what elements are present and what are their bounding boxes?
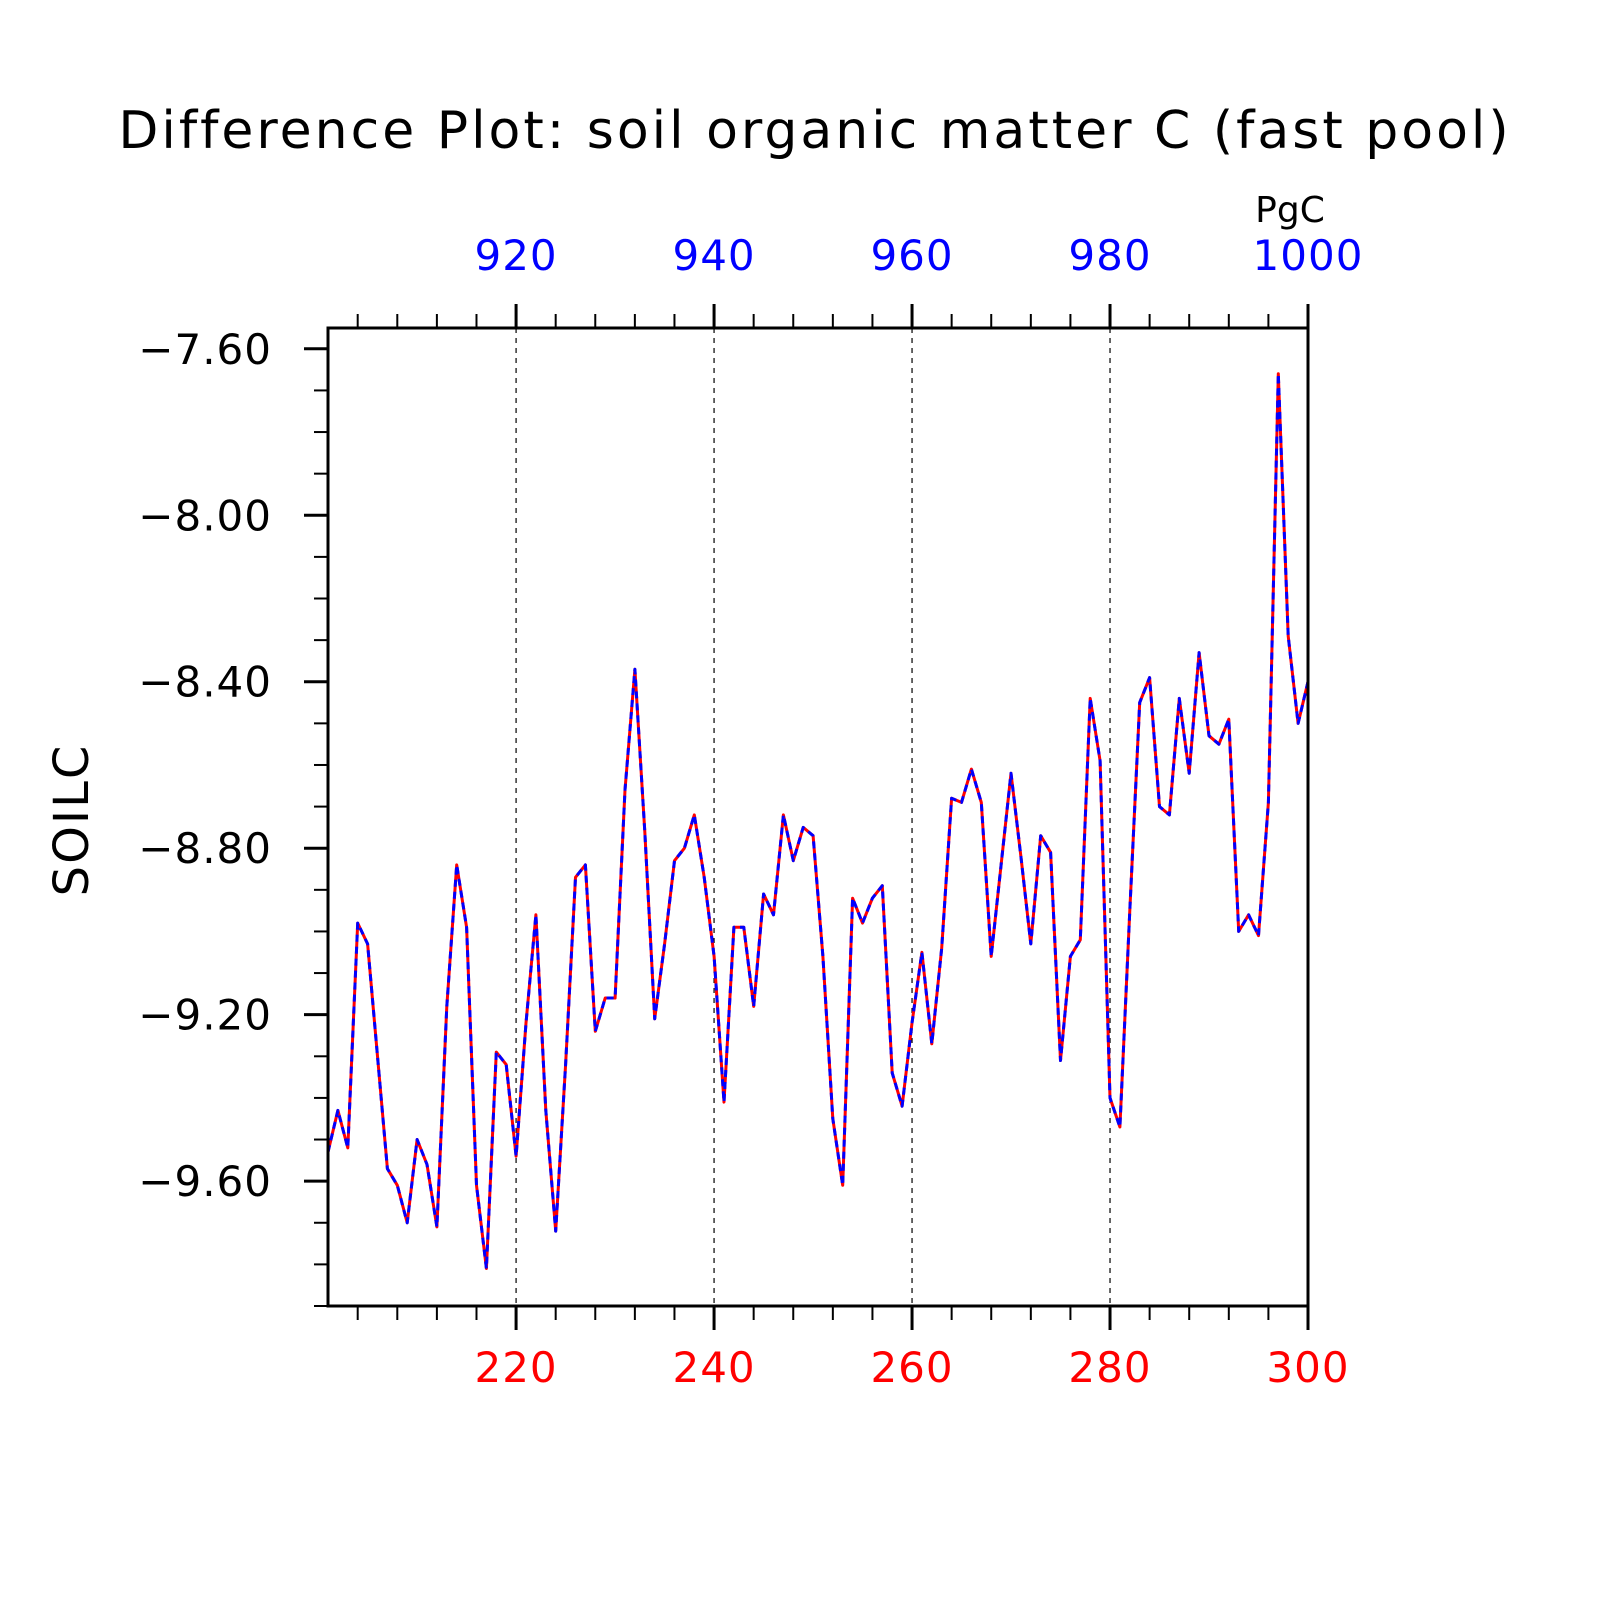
- y-tick-label: −9.60: [138, 1157, 272, 1206]
- x-bottom-tick-label: 300: [1266, 1343, 1349, 1392]
- x-bottom-tick-labels: 220 240 260 280 300: [474, 1343, 1349, 1392]
- series-line-blue: [326, 372, 1310, 1270]
- x-top-tick-label: 1000: [1253, 231, 1364, 280]
- data-series: [326, 372, 1310, 1270]
- x-top-tick-label: 980: [1068, 231, 1151, 280]
- x-bottom-tick-label: 240: [672, 1343, 755, 1392]
- y-tick-label: −9.20: [138, 991, 272, 1040]
- x-bottom-tick-label: 220: [474, 1343, 557, 1392]
- grid-lines: [515, 328, 1111, 1306]
- x-bottom-tick-label: 280: [1068, 1343, 1151, 1392]
- x-top-tick-label: 960: [870, 231, 953, 280]
- x-bottom-tick-label: 260: [870, 1343, 953, 1392]
- y-tick-label: −8.40: [138, 658, 272, 707]
- plot-frame: [326, 326, 1310, 1308]
- axis-ticks: [304, 304, 1310, 1330]
- y-tick-label: −7.60: [138, 325, 272, 374]
- y-axis-label: SOILC: [44, 744, 100, 897]
- y-tick-labels: −7.60 −8.00 −8.40 −8.80 −9.20 −9.60: [138, 325, 272, 1206]
- y-tick-label: −8.80: [138, 824, 272, 873]
- y-tick-label: −8.00: [138, 491, 272, 540]
- units-label: PgC: [1255, 190, 1325, 231]
- x-top-tick-label: 940: [672, 231, 755, 280]
- x-top-tick-labels: 920 940 960 980 1000: [474, 231, 1364, 280]
- chart-title: Difference Plot: soil organic matter C (…: [118, 101, 1511, 161]
- x-top-tick-label: 920: [474, 231, 557, 280]
